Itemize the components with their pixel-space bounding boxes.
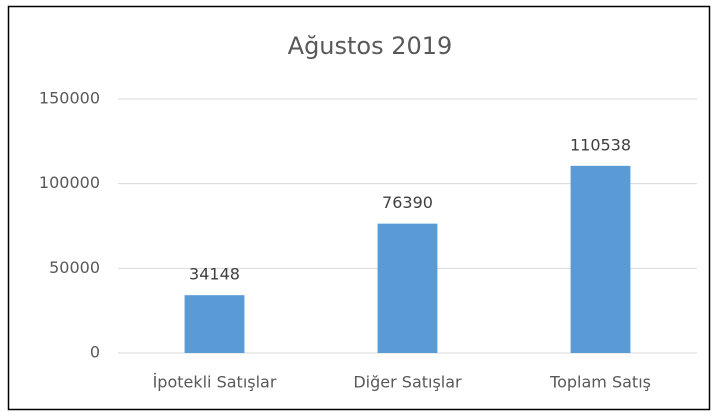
chart-title: Ağustos 2019 (288, 32, 453, 60)
data-label: 76390 (382, 193, 433, 212)
y-tick-label: 100000 (39, 173, 100, 192)
data-label: 34148 (189, 265, 240, 284)
bar (377, 223, 438, 353)
x-tick-label: Diğer Satışlar (353, 373, 462, 392)
bar (184, 295, 245, 353)
bar (570, 165, 631, 353)
y-tick-label: 150000 (39, 89, 100, 108)
x-tick-label: İpotekli Satışlar (153, 373, 277, 392)
data-label: 110538 (570, 135, 631, 154)
y-tick-label: 50000 (49, 258, 100, 277)
y-tick-label: 0 (90, 343, 100, 362)
x-tick-label: Toplam Satış (549, 373, 651, 392)
